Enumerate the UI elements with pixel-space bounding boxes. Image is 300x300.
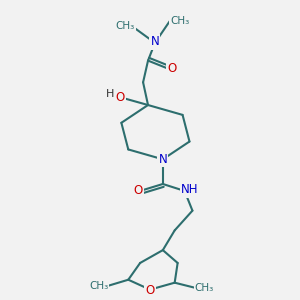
- Text: O: O: [134, 184, 143, 197]
- Text: O: O: [146, 284, 154, 297]
- Text: NH: NH: [181, 183, 198, 196]
- Text: O: O: [167, 62, 176, 75]
- Text: CH₃: CH₃: [170, 16, 189, 26]
- Text: CH₃: CH₃: [195, 283, 214, 292]
- Text: N: N: [158, 153, 167, 166]
- Text: H: H: [106, 89, 115, 99]
- Text: CH₃: CH₃: [116, 21, 135, 31]
- Text: N: N: [151, 35, 159, 48]
- Text: CH₃: CH₃: [89, 281, 108, 291]
- Text: O: O: [116, 91, 125, 103]
